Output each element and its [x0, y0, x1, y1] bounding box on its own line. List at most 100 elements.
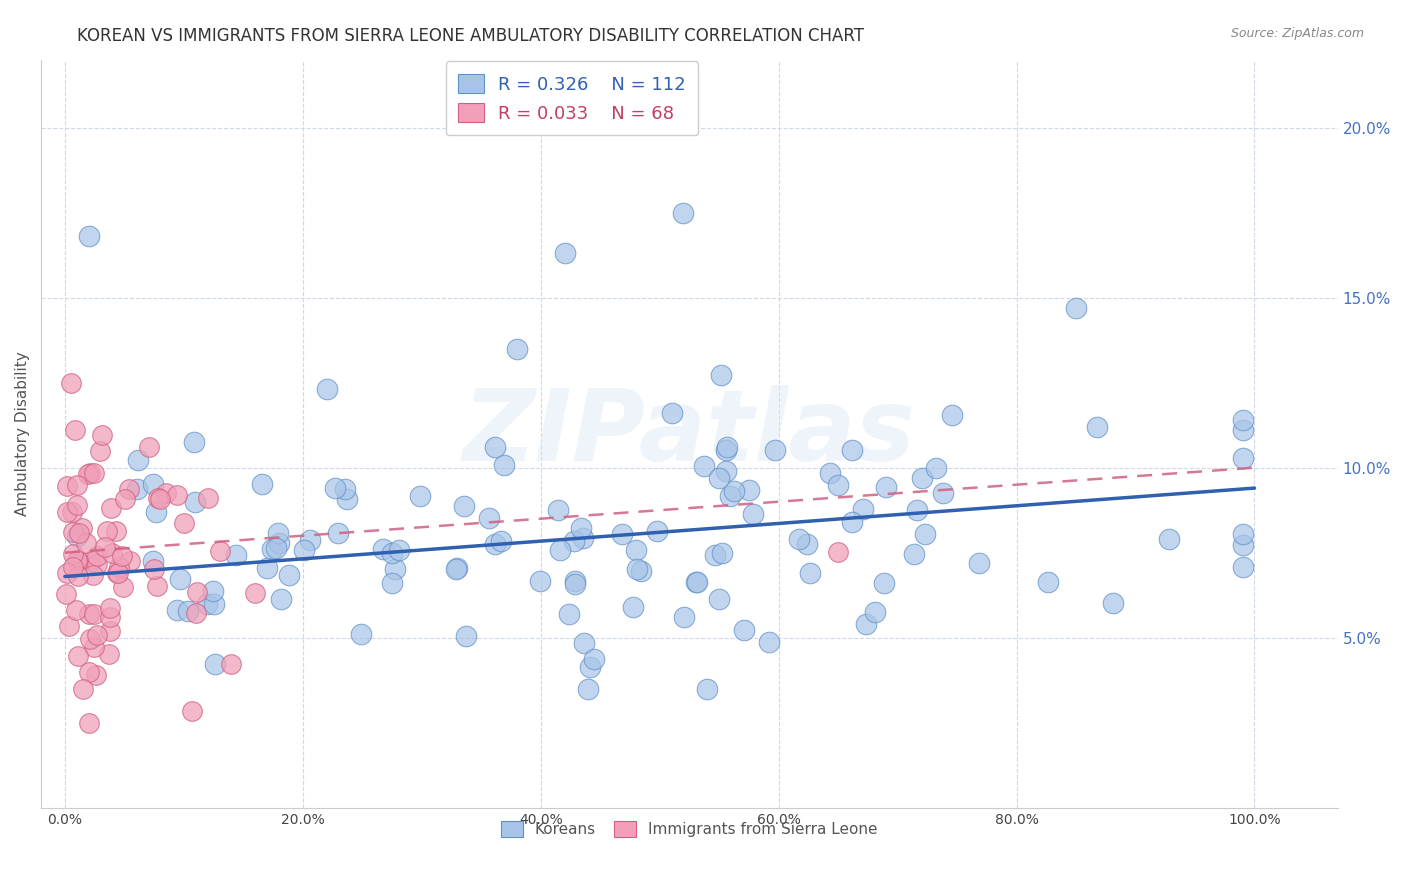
- Point: [98, 647, 121, 661]
- Point: [62, 505, 84, 519]
- Point: [564, 574, 586, 588]
- Point: [875, 480, 897, 494]
- Point: [142, 562, 165, 576]
- Point: [180, 704, 202, 718]
- Point: [863, 605, 886, 619]
- Point: [624, 542, 647, 557]
- Point: [852, 501, 875, 516]
- Point: [66, 477, 89, 491]
- Point: [554, 246, 576, 260]
- Point: [572, 531, 595, 545]
- Point: [59, 376, 82, 390]
- Point: [478, 510, 501, 524]
- Point: [827, 545, 849, 559]
- Point: [911, 470, 934, 484]
- Point: [145, 505, 167, 519]
- Point: [77, 607, 100, 621]
- Point: [72, 681, 94, 696]
- Point: [1232, 413, 1254, 427]
- Point: [86, 557, 108, 571]
- Point: [108, 559, 131, 574]
- Point: [56, 478, 79, 492]
- Point: [105, 566, 128, 580]
- Point: [409, 489, 432, 503]
- Point: [84, 668, 107, 682]
- Point: [66, 498, 89, 512]
- Point: [66, 648, 89, 663]
- Point: [1101, 596, 1123, 610]
- Point: [672, 205, 695, 219]
- Point: [79, 466, 101, 480]
- Point: [733, 623, 755, 637]
- Point: [855, 617, 877, 632]
- Point: [506, 342, 529, 356]
- Point: [66, 554, 89, 568]
- Point: [737, 483, 759, 498]
- Point: [76, 467, 98, 481]
- Point: [83, 466, 105, 480]
- Point: [146, 491, 169, 505]
- Point: [118, 482, 141, 496]
- Point: [576, 681, 599, 696]
- Point: [693, 459, 716, 474]
- Point: [827, 477, 849, 491]
- Point: [1232, 451, 1254, 466]
- Point: [278, 567, 301, 582]
- Point: [333, 482, 356, 496]
- Point: [323, 481, 346, 495]
- Point: [166, 488, 188, 502]
- Point: [707, 591, 730, 606]
- Point: [446, 562, 468, 576]
- Point: [149, 492, 172, 507]
- Point: [58, 618, 80, 632]
- Point: [661, 407, 683, 421]
- Point: [1232, 423, 1254, 437]
- Point: [98, 624, 121, 638]
- Point: [65, 602, 87, 616]
- Point: [841, 443, 863, 458]
- Point: [256, 560, 278, 574]
- Point: [709, 471, 731, 485]
- Point: [56, 566, 79, 580]
- Point: [841, 515, 863, 529]
- Point: [548, 543, 571, 558]
- Point: [672, 609, 695, 624]
- Point: [742, 507, 765, 521]
- Point: [107, 566, 129, 581]
- Point: [208, 544, 231, 558]
- Point: [62, 547, 84, 561]
- Point: [183, 434, 205, 449]
- Point: [381, 546, 404, 560]
- Point: [125, 482, 148, 496]
- Point: [484, 537, 506, 551]
- Point: [145, 579, 167, 593]
- Point: [349, 626, 371, 640]
- Point: [100, 546, 122, 560]
- Point: [564, 577, 586, 591]
- Point: [718, 489, 741, 503]
- Point: [326, 526, 349, 541]
- Legend: Koreans, Immigrants from Sierra Leone: Koreans, Immigrants from Sierra Leone: [494, 814, 886, 845]
- Text: KOREAN VS IMMIGRANTS FROM SIERRA LEONE AMBULATORY DISABILITY CORRELATION CHART: KOREAN VS IMMIGRANTS FROM SIERRA LEONE A…: [77, 27, 865, 45]
- Point: [446, 561, 468, 575]
- Point: [703, 548, 725, 562]
- Point: [70, 521, 93, 535]
- Point: [454, 629, 477, 643]
- Point: [924, 461, 946, 475]
- Point: [173, 516, 195, 530]
- Point: [77, 715, 100, 730]
- Point: [62, 560, 84, 574]
- Point: [96, 524, 118, 538]
- Point: [252, 476, 274, 491]
- Point: [685, 574, 707, 589]
- Point: [630, 564, 652, 578]
- Point: [932, 486, 955, 500]
- Point: [716, 440, 738, 454]
- Point: [626, 562, 648, 576]
- Point: [66, 552, 89, 566]
- Point: [86, 549, 108, 563]
- Y-axis label: Ambulatory Disability: Ambulatory Disability: [15, 351, 30, 516]
- Point: [86, 627, 108, 641]
- Point: [1232, 538, 1254, 552]
- Point: [111, 581, 134, 595]
